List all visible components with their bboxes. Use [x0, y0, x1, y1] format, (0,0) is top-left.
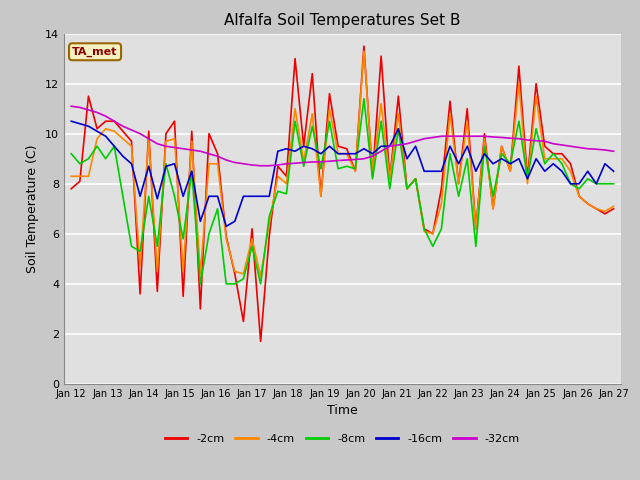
- Title: Alfalfa Soil Temperatures Set B: Alfalfa Soil Temperatures Set B: [224, 13, 461, 28]
- X-axis label: Time: Time: [327, 405, 358, 418]
- Legend: -2cm, -4cm, -8cm, -16cm, -32cm: -2cm, -4cm, -8cm, -16cm, -32cm: [161, 430, 524, 448]
- Text: TA_met: TA_met: [72, 47, 118, 57]
- Y-axis label: Soil Temperature (C): Soil Temperature (C): [26, 144, 40, 273]
